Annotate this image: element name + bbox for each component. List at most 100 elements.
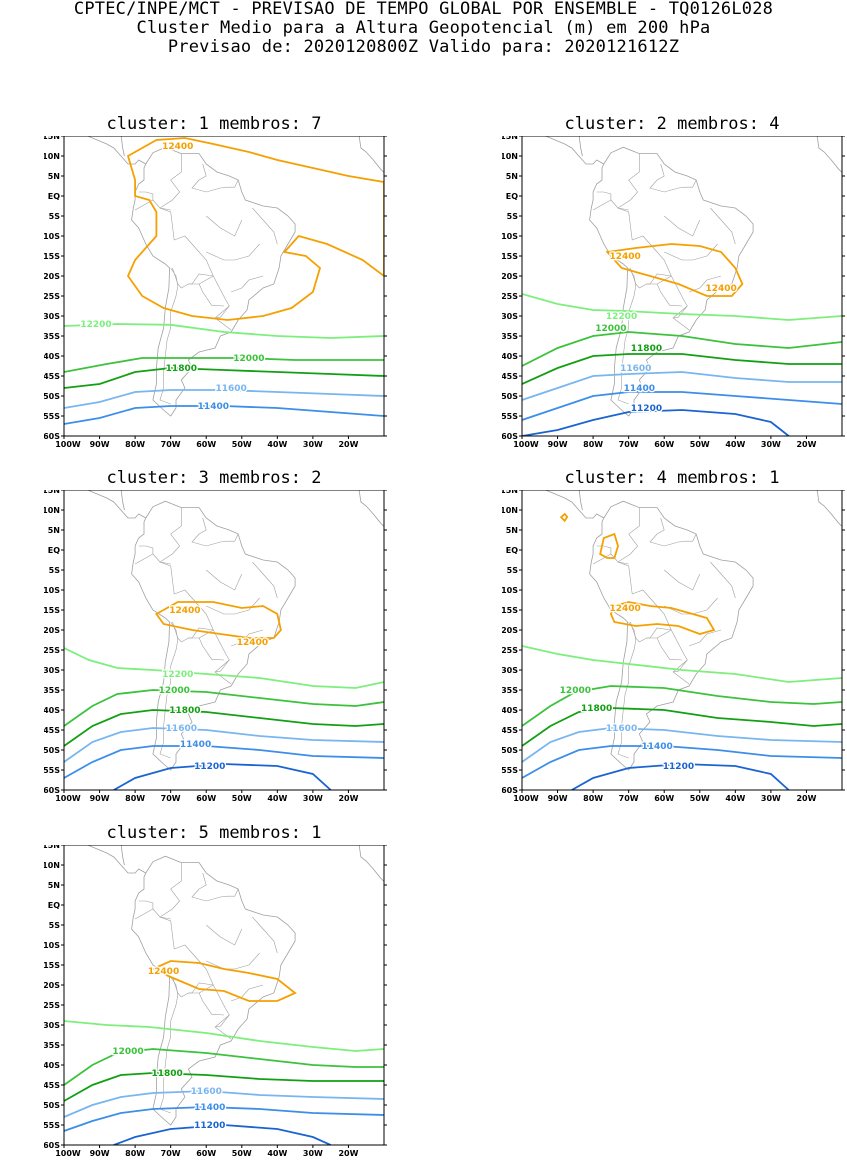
lon-label: 100W (55, 440, 81, 449)
lat-label: EQ (48, 901, 60, 910)
lat-label: 55S (44, 412, 60, 421)
map-plot: 12400 12000 11800 11600 11400 11200 15N 10N 5N EQ… (502, 490, 845, 803)
lat-label: 10N (44, 506, 60, 515)
lon-label: 90W (548, 440, 568, 449)
lat-label: 25S (44, 646, 60, 655)
lat-label: 35S (44, 1041, 60, 1050)
lon-label: 100W (513, 440, 539, 449)
contour-label: 12400 (169, 606, 200, 616)
contour-label: 11800 (631, 344, 662, 354)
country-border (673, 305, 688, 319)
lon-label: 40W (267, 794, 287, 803)
lat-label: 15S (502, 252, 518, 261)
south-america-coastline (131, 855, 296, 1126)
coastline (120, 845, 125, 866)
contour-11200 (113, 1124, 332, 1145)
lat-label: 45S (44, 372, 60, 381)
lon-label: 80W (125, 440, 145, 449)
contour-12000 (522, 331, 842, 367)
contour-11800 (64, 1072, 384, 1102)
coastline (86, 490, 146, 519)
coastline (816, 136, 842, 179)
lon-label: 20W (338, 794, 358, 803)
map-plot: 12400 12000 11800 11600 11400 11200 15N 10N 5N EQ… (44, 845, 387, 1158)
country-border (191, 163, 239, 193)
country-border (230, 275, 264, 293)
contour-label: 12200 (80, 320, 111, 330)
lon-label: 40W (267, 440, 287, 449)
country-border (198, 637, 225, 661)
map-frame (521, 490, 843, 791)
lon-label: 100W (55, 1149, 81, 1158)
contour-label: 12000 (233, 354, 264, 364)
lon-label: 20W (338, 440, 358, 449)
lon-label: 80W (125, 1149, 145, 1158)
lon-label: 50W (690, 794, 710, 803)
lat-label: 15S (44, 252, 60, 261)
contour-12200 (522, 645, 842, 683)
country-border (617, 621, 637, 759)
lon-label: 90W (90, 1149, 110, 1158)
contour-12000 (522, 685, 842, 727)
contour-label: 12200 (162, 670, 193, 680)
country-border (710, 561, 736, 599)
lat-label: 40S (44, 352, 60, 361)
lon-label: 80W (583, 794, 603, 803)
lon-label: 50W (232, 440, 252, 449)
country-border (134, 545, 154, 565)
country-border (159, 862, 232, 1040)
contour-12000 (64, 357, 384, 373)
country-border (206, 952, 260, 970)
lon-label: 100W (513, 794, 539, 803)
country-border (188, 273, 214, 285)
contour-11200 (522, 409, 790, 436)
contour-11400 (522, 745, 842, 779)
lat-label: 50S (44, 746, 60, 755)
lon-label: 70W (161, 440, 181, 449)
country-border (664, 215, 701, 237)
coastline (86, 136, 146, 165)
country-border (610, 199, 629, 211)
lat-label: 35S (44, 332, 60, 341)
contour-11800 (64, 367, 384, 389)
lat-label: 10S (44, 586, 60, 595)
contour-label: 11600 (215, 384, 246, 394)
contour-label: 11600 (191, 1087, 222, 1097)
lon-label: 30W (303, 794, 323, 803)
map-plot: 12400 12400 12200 12000 11800 11600 11400 11200… (44, 490, 387, 803)
map-plot: 12400 12400 12200 12000 11800 11600 11400 11200… (502, 136, 845, 449)
lon-label: 60W (196, 440, 216, 449)
lon-label: 80W (125, 794, 145, 803)
lat-label: 30S (44, 312, 60, 321)
contour-label: 11800 (151, 1069, 182, 1079)
country-border (198, 283, 225, 307)
lat-label: 40S (44, 706, 60, 715)
country-border (252, 207, 278, 245)
lat-label: 30S (44, 666, 60, 675)
country-border (617, 267, 637, 405)
lat-label: 10N (502, 506, 518, 515)
contour-12200 (64, 1020, 384, 1052)
contour-11600 (522, 371, 842, 401)
lat-label: 15N (44, 136, 60, 141)
contour-11400 (522, 391, 842, 421)
lon-label: 60W (654, 440, 674, 449)
lat-label: 10N (502, 152, 518, 161)
lon-label: 40W (725, 794, 745, 803)
lon-label: 90W (90, 440, 110, 449)
lat-label: 10S (502, 232, 518, 241)
contour-12400 (599, 532, 619, 559)
lon-label: 70W (619, 440, 639, 449)
lat-label: 5N (48, 881, 60, 890)
contour-label: 12400 (705, 284, 736, 294)
contour-label: 11200 (631, 404, 662, 414)
lat-label: 10N (44, 152, 60, 161)
south-america-coastline (131, 146, 296, 417)
country-border (215, 1014, 230, 1028)
country-border (215, 659, 230, 673)
coastline (816, 490, 842, 533)
country-border (617, 153, 690, 331)
lon-label: 50W (232, 1149, 252, 1158)
lon-label: 70W (161, 794, 181, 803)
coastline (578, 490, 583, 511)
